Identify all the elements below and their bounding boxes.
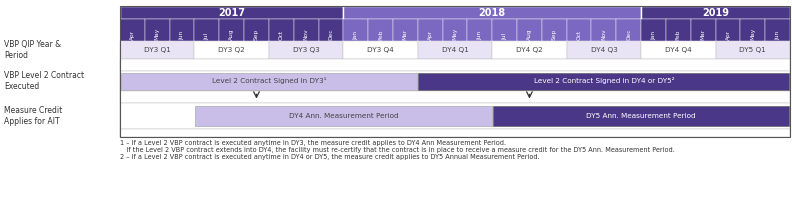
Bar xyxy=(120,72,417,90)
Text: Aug: Aug xyxy=(229,28,234,40)
Text: Mar: Mar xyxy=(403,28,408,40)
Text: DY4 Q1: DY4 Q1 xyxy=(442,47,468,53)
Bar xyxy=(493,106,789,126)
Bar xyxy=(120,6,344,19)
Text: Nov: Nov xyxy=(601,28,607,40)
Bar xyxy=(145,19,169,41)
Text: Apr: Apr xyxy=(130,29,135,40)
Text: DY3 Q1: DY3 Q1 xyxy=(144,47,170,53)
Text: May: May xyxy=(452,27,458,40)
Bar xyxy=(195,106,492,126)
Bar xyxy=(765,19,790,41)
Bar xyxy=(269,41,344,59)
Bar xyxy=(417,41,492,59)
Bar xyxy=(269,19,294,41)
Text: Dec: Dec xyxy=(329,28,333,40)
Bar xyxy=(715,41,790,59)
Bar xyxy=(120,19,145,41)
Text: Level 2 Contract Signed in DY4 or DY5²: Level 2 Contract Signed in DY4 or DY5² xyxy=(534,78,674,84)
Text: Measure Credit
Applies for AIT: Measure Credit Applies for AIT xyxy=(4,106,63,126)
Bar xyxy=(120,41,195,59)
Text: Feb: Feb xyxy=(676,29,681,40)
Bar xyxy=(120,71,790,91)
Bar xyxy=(566,19,592,41)
Bar xyxy=(318,19,344,41)
Bar xyxy=(195,19,219,41)
Bar xyxy=(641,19,666,41)
Text: Jul: Jul xyxy=(502,32,507,40)
Bar xyxy=(120,91,790,103)
Text: Jul: Jul xyxy=(204,32,209,40)
Text: DY3 Q3: DY3 Q3 xyxy=(293,47,319,53)
Bar xyxy=(517,19,542,41)
Text: 2 – If a Level 2 VBP contract is executed anytime in DY4 or DY5, the measure cre: 2 – If a Level 2 VBP contract is execute… xyxy=(120,154,540,160)
Bar xyxy=(542,19,566,41)
Text: Oct: Oct xyxy=(279,29,284,40)
Text: Aug: Aug xyxy=(527,28,532,40)
Text: 2018: 2018 xyxy=(478,8,506,17)
Bar xyxy=(566,41,641,59)
Bar xyxy=(120,6,790,137)
Text: Mar: Mar xyxy=(701,28,706,40)
Text: Jan: Jan xyxy=(353,30,358,40)
Bar xyxy=(715,19,741,41)
Text: Jun: Jun xyxy=(180,30,185,40)
Text: VBP Level 2 Contract
Executed: VBP Level 2 Contract Executed xyxy=(4,71,84,91)
Text: Nov: Nov xyxy=(303,28,309,40)
Text: Feb: Feb xyxy=(378,29,383,40)
Text: Level 2 Contract Signed in DY3¹: Level 2 Contract Signed in DY3¹ xyxy=(211,78,326,84)
Bar xyxy=(492,41,566,59)
Bar xyxy=(417,19,443,41)
Text: Jan: Jan xyxy=(651,30,656,40)
Bar xyxy=(418,72,789,90)
Text: If the Level 2 VBP contract extends into DY4, the facility must re-certify that : If the Level 2 VBP contract extends into… xyxy=(120,147,675,153)
Text: Oct: Oct xyxy=(577,29,581,40)
Text: DY3 Q2: DY3 Q2 xyxy=(219,47,245,53)
Bar xyxy=(344,6,641,19)
Bar xyxy=(244,19,269,41)
Bar xyxy=(691,19,715,41)
Bar xyxy=(120,59,790,71)
Text: DY4 Q4: DY4 Q4 xyxy=(665,47,691,53)
Text: VBP QIP Year &
Period: VBP QIP Year & Period xyxy=(4,40,61,60)
Text: DY3 Q4: DY3 Q4 xyxy=(367,47,394,53)
Bar xyxy=(616,19,641,41)
Text: Apr: Apr xyxy=(428,29,432,40)
Bar xyxy=(120,103,790,129)
Text: Jun: Jun xyxy=(478,30,482,40)
Bar xyxy=(368,19,393,41)
Text: DY4 Ann. Measurement Period: DY4 Ann. Measurement Period xyxy=(288,113,398,119)
Text: Sep: Sep xyxy=(552,28,557,40)
Bar xyxy=(492,19,517,41)
Text: 1 – If a Level 2 VBP contract is executed anytime in DY3, the measure credit app: 1 – If a Level 2 VBP contract is execute… xyxy=(120,140,506,146)
Text: Dec: Dec xyxy=(626,28,631,40)
Text: May: May xyxy=(154,27,160,40)
Text: DY5 Ann. Measurement Period: DY5 Ann. Measurement Period xyxy=(586,113,696,119)
Bar xyxy=(120,41,790,59)
Bar xyxy=(641,41,715,59)
Text: 2019: 2019 xyxy=(702,8,729,17)
Bar xyxy=(195,41,269,59)
Bar xyxy=(344,41,417,59)
Text: DY4 Q2: DY4 Q2 xyxy=(516,47,543,53)
Text: 2017: 2017 xyxy=(218,8,246,17)
Bar xyxy=(344,19,368,41)
Bar xyxy=(393,19,417,41)
Text: DY5 Q1: DY5 Q1 xyxy=(740,47,766,53)
Text: DY4 Q3: DY4 Q3 xyxy=(591,47,617,53)
Bar xyxy=(443,19,467,41)
Text: May: May xyxy=(750,27,756,40)
Bar xyxy=(120,129,790,137)
Bar xyxy=(666,19,691,41)
Text: Sep: Sep xyxy=(254,28,259,40)
Bar xyxy=(294,19,318,41)
Bar xyxy=(467,19,492,41)
Bar xyxy=(592,19,616,41)
Text: Apr: Apr xyxy=(725,29,730,40)
Text: Jun: Jun xyxy=(775,30,780,40)
Bar xyxy=(169,19,195,41)
Bar xyxy=(741,19,765,41)
Bar xyxy=(219,19,244,41)
Bar xyxy=(641,6,790,19)
